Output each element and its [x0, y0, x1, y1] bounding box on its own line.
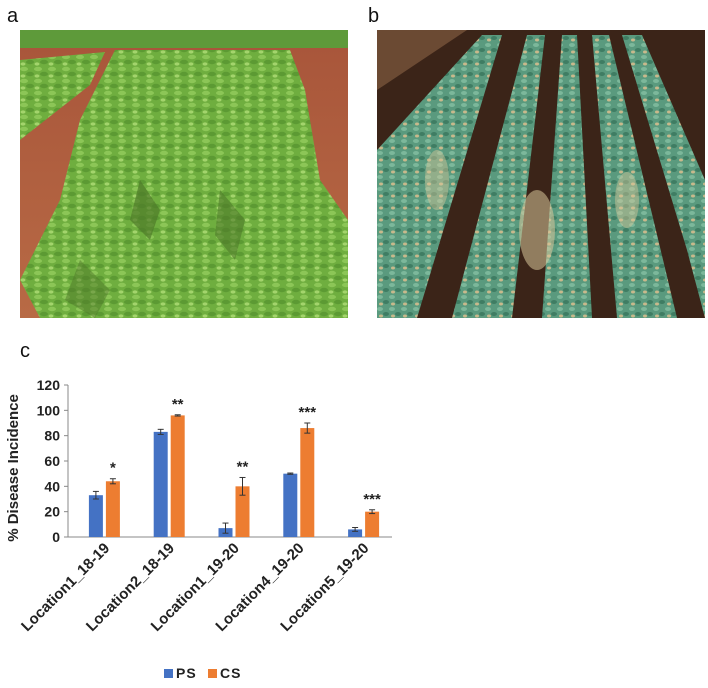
- chickpea-field-healthy-photo: [20, 30, 348, 318]
- significance-marker: ***: [363, 491, 381, 508]
- legend-swatch-cs: [208, 669, 217, 678]
- panel-label-c: c: [20, 340, 30, 362]
- panel-label-a: a: [7, 5, 19, 27]
- significance-marker: *: [110, 460, 116, 477]
- y-axis-label: % Disease Incidence: [5, 394, 22, 542]
- bar-cs: [300, 428, 315, 537]
- bar-ps: [348, 529, 363, 537]
- y-tick-label: 40: [44, 478, 60, 494]
- bar-cs: [235, 486, 250, 537]
- bar-ps: [153, 431, 168, 537]
- chickpea-field-diseased-photo: [377, 30, 705, 318]
- legend-swatch-ps: [164, 669, 173, 678]
- significance-marker: **: [172, 396, 184, 413]
- bar-ps: [283, 473, 298, 537]
- significance-marker: ***: [299, 404, 317, 421]
- bar-cs: [170, 415, 185, 537]
- bar-cs: [365, 511, 380, 537]
- y-tick-label: 120: [37, 377, 61, 393]
- bar-cs: [105, 481, 120, 537]
- panel-label-b: b: [368, 5, 380, 27]
- y-tick-label: 60: [44, 453, 60, 469]
- legend-label-ps: PS: [176, 665, 197, 681]
- y-tick-label: 100: [37, 402, 61, 418]
- y-tick-label: 20: [44, 504, 60, 520]
- y-tick-label: 80: [44, 428, 60, 444]
- significance-marker: **: [237, 458, 249, 475]
- y-tick-label: 0: [52, 529, 60, 545]
- legend-label-cs: CS: [220, 665, 241, 681]
- bar-ps: [88, 495, 103, 537]
